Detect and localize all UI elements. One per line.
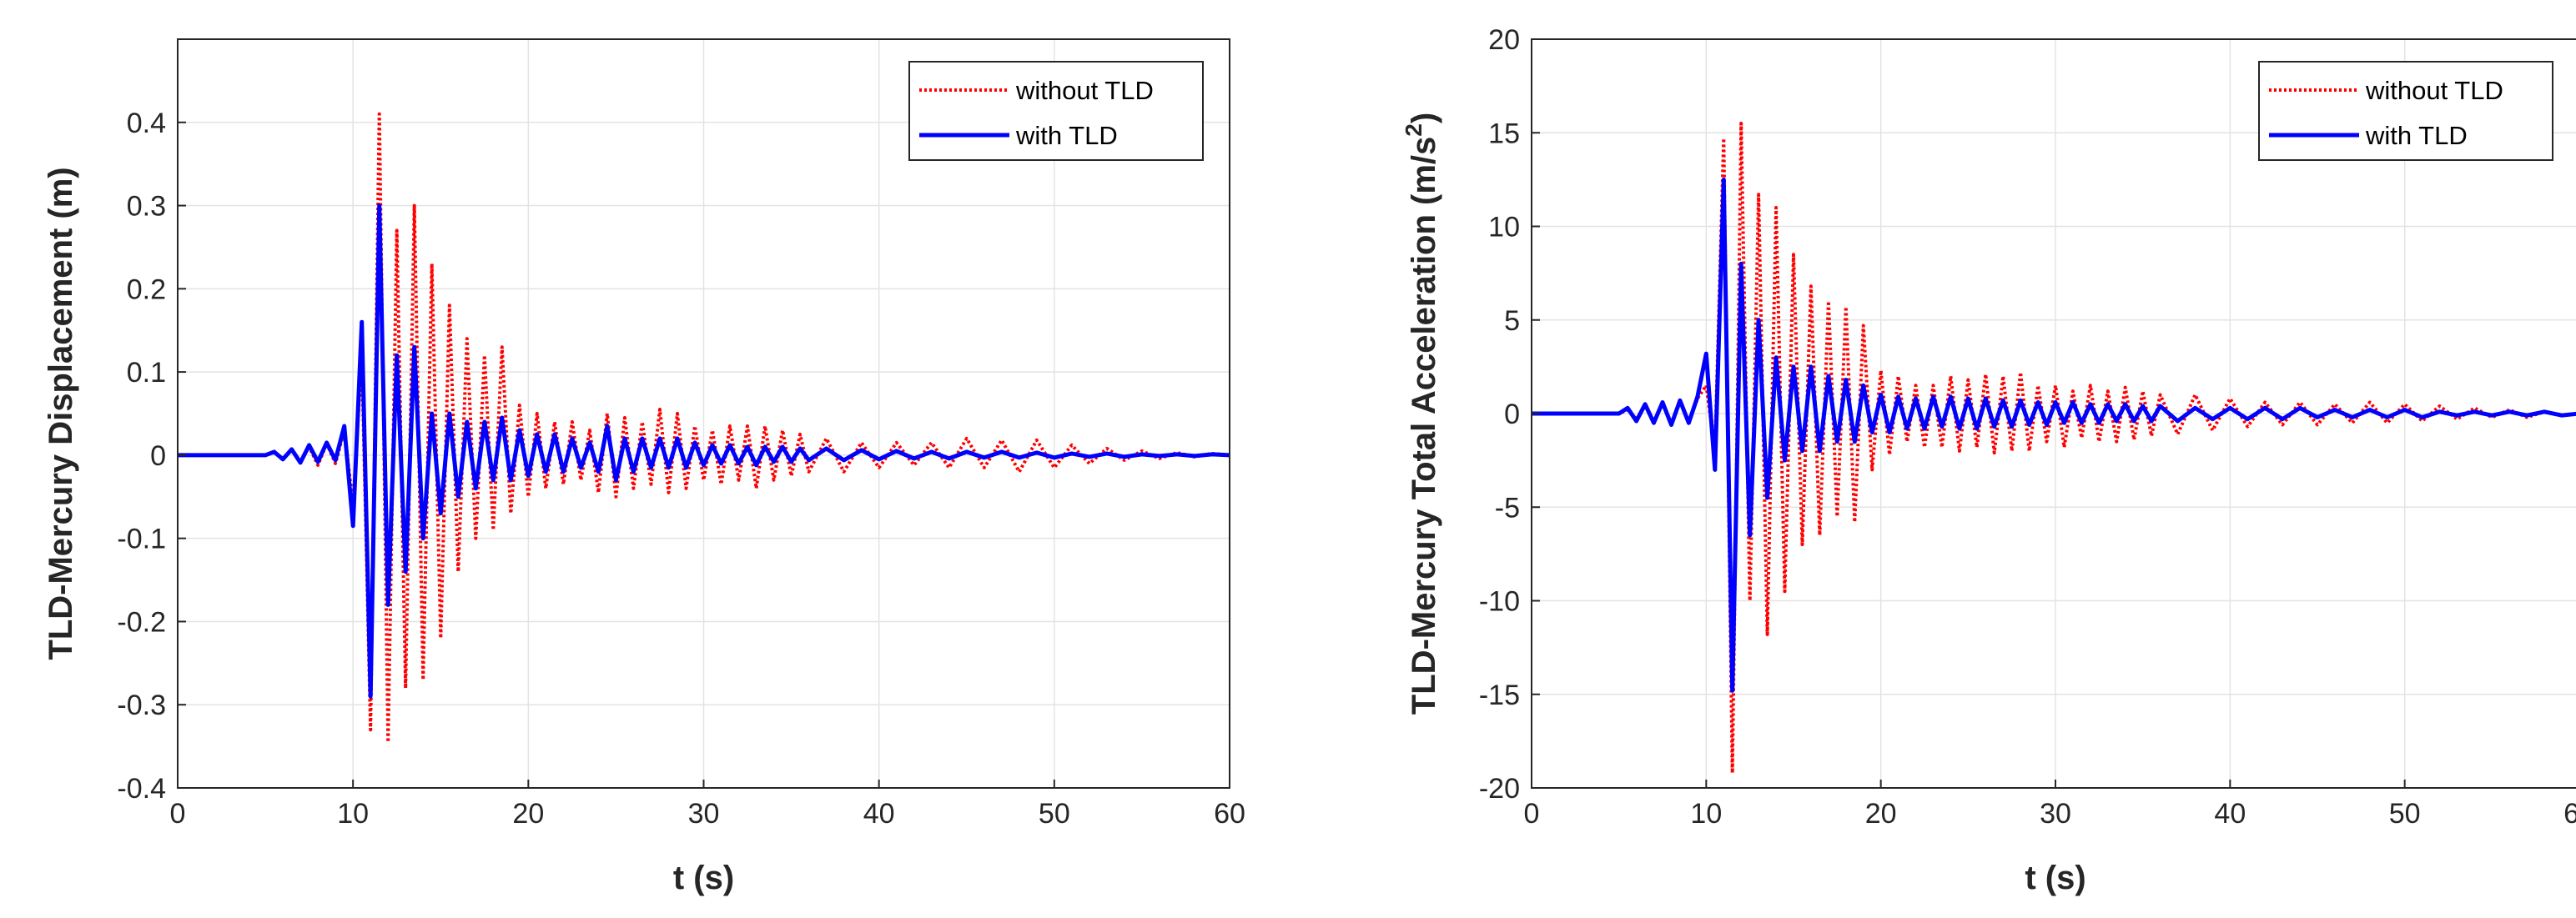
x-tick-label: 50 [1039,798,1070,830]
y-axis-label: TLD-Mercury Displacement (m) [43,167,79,660]
y-tick-label: 0.1 [127,357,166,389]
y-tick-label: -5 [1495,492,1520,524]
x-tick-label: 10 [337,798,369,830]
legend: without TLD with TLD [2258,61,2553,161]
legend-label: without TLD [1015,76,1154,105]
chart-2: 0 10 20 30 40 50 60 -20 -15 -10 -5 0 5 10 15 20 t (s) TLD… [1401,24,2576,896]
legend-label: with TLD [1015,121,1118,150]
y-tick-label: -0.1 [117,524,166,555]
y-tick-label: 10 [1488,212,1520,243]
x-tick-label: 50 [2389,798,2421,830]
x-tick-label: 60 [1214,798,1245,830]
x-tick-label: 30 [688,798,720,830]
x-tick-label: 30 [2040,798,2071,830]
legend: without TLD with TLD [908,61,1204,161]
legend-label: with TLD [2365,121,2468,150]
y-axis-label: TLD-Mercury Total Acceleration (m/s2) [1401,113,1442,715]
y-tick-label: 0.3 [127,191,166,223]
y-tick-label: 0 [150,440,166,472]
y-tick-label: -10 [1479,586,1520,618]
x-tick-label: 10 [1690,798,1722,830]
x-tick-label: 40 [2214,798,2246,830]
y-axis-label-text: TLD-Mercury Displacement (m) [43,167,79,660]
y-tick-label: 0.2 [127,273,166,305]
y-tick-label: -0.4 [117,773,166,805]
x-axis-label: t (s) [2025,860,2085,896]
y-tick-label: 15 [1488,118,1520,149]
series-line-with-tld [178,203,1230,699]
y-tick-label: 5 [1504,305,1520,337]
x-tick-label: 0 [1524,798,1540,830]
y-axis-label-suffix: ) [1406,113,1442,123]
series-line-without-tld [1532,122,2576,775]
x-tick-label: 20 [1865,798,1897,830]
y-tick-label: -20 [1479,773,1520,805]
chart-1: 0 10 20 30 40 50 60 -0.4 -0.3 -0.2 -0.1 0 0.1 0.2 0.3 0… [43,38,1245,896]
x-axis-label: t (s) [673,860,734,896]
y-tick-label: 0 [1504,399,1520,430]
y-tick-label: 0.4 [127,108,166,139]
y-tick-label: -0.2 [117,606,166,638]
x-tick-label: 0 [170,798,186,830]
x-tick-label: 20 [512,798,544,830]
x-tick-label: 60 [2563,798,2576,830]
series-line-with-tld [1532,177,2576,693]
y-tick-label: -0.3 [117,690,166,721]
y-tick-label: -15 [1479,680,1520,711]
legend-box [908,61,1204,161]
y-axis-label-text: TLD-Mercury Total Acceleration (m/s [1406,137,1442,715]
x-tick-label: 40 [863,798,895,830]
y-tick-label: 20 [1488,24,1520,56]
legend-label: without TLD [2365,76,2503,105]
y-axis-label-superscript: 2 [1401,123,1426,137]
legend-box [2258,61,2553,161]
